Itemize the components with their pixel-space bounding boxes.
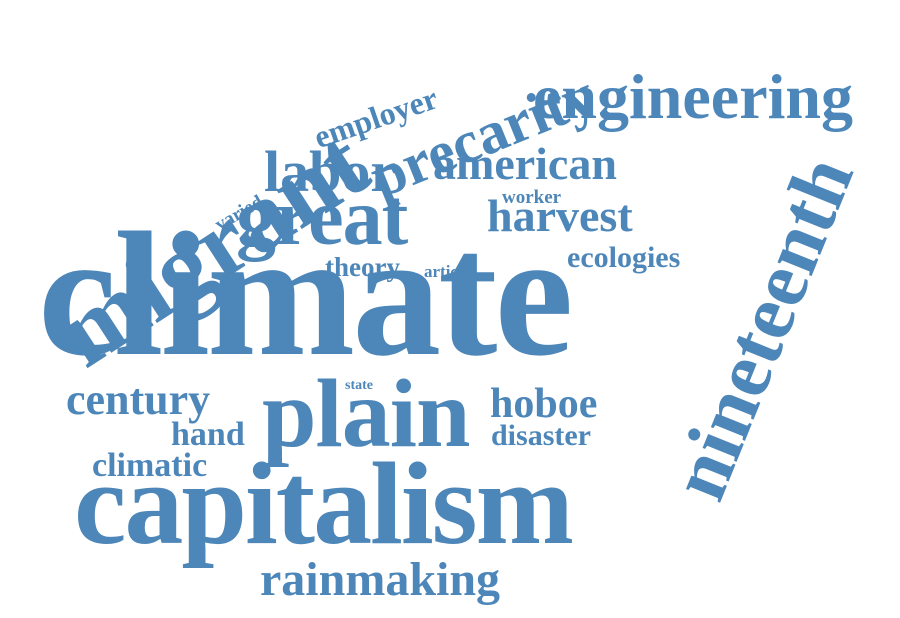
word-theory: theory xyxy=(325,252,400,282)
word-labor: labor xyxy=(264,139,397,204)
word-century: century xyxy=(66,375,211,424)
word-great: great xyxy=(236,174,408,262)
word-plain: plain xyxy=(262,360,470,468)
word-american: american xyxy=(433,138,617,189)
word-capitalism: capitalism xyxy=(74,438,574,569)
word-rainmaking: rainmaking xyxy=(260,553,501,606)
word-hand: hand xyxy=(171,416,245,453)
word-state: state xyxy=(345,378,373,393)
word-nineteenth: nineteenth xyxy=(654,144,871,512)
word-harvest: harvest xyxy=(487,190,633,241)
word-climatic: climatic xyxy=(92,447,208,484)
word-hoboe: hoboe xyxy=(490,381,598,427)
word-disaster: disaster xyxy=(491,419,591,452)
word-climate: climate xyxy=(38,195,573,393)
word-engineering: engineering xyxy=(533,61,853,132)
word-worker: worker xyxy=(502,187,562,208)
word-year: year xyxy=(405,317,430,332)
word-ecologies: ecologies xyxy=(567,241,681,274)
word-article: article xyxy=(424,262,471,281)
